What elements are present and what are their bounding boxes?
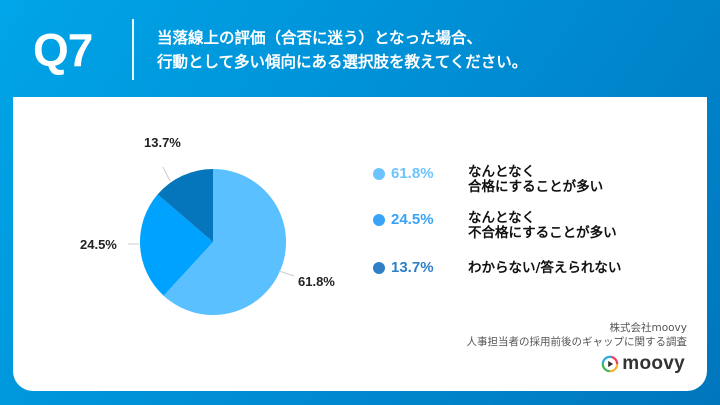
question-title-line1: 当落線上の評価（合否に迷う）となった場合、 bbox=[157, 29, 483, 47]
leader-line-light bbox=[278, 270, 295, 277]
header-divider bbox=[132, 19, 134, 80]
header: Q7 当落線上の評価（合否に迷う）となった場合、 行動として多い傾向にある選択肢… bbox=[0, 0, 720, 97]
leader-line-dark bbox=[162, 166, 171, 182]
question-number: Q7 bbox=[33, 24, 93, 76]
legend-label-line2: 合格にすることが多い bbox=[468, 179, 604, 195]
pie-label-light: 61.8% bbox=[298, 274, 335, 289]
source-note: 株式会社moovy 人事担当者の採用前後のギャップに関する調査 bbox=[467, 321, 688, 349]
pie-label-dark: 13.7% bbox=[144, 135, 181, 150]
legend-pct: 24.5% bbox=[391, 211, 434, 228]
legend-pct: 13.7% bbox=[391, 259, 434, 276]
legend-label-line1: なんとなく bbox=[468, 210, 536, 226]
source-company: 株式会社moovy bbox=[609, 322, 687, 334]
pie-slice-fail bbox=[139, 194, 213, 296]
logo-text: moovy bbox=[622, 353, 685, 374]
question-title-line2: 行動として多い傾向にある選択肢を教えてください。 bbox=[157, 53, 528, 71]
pie-chart bbox=[128, 166, 295, 315]
chart-card: 13.7% 24.5% 61.8% 61.8% なんとなく 合格にすることが多い… bbox=[13, 97, 707, 391]
pie-slice-unknown bbox=[157, 168, 213, 242]
source-survey: 人事担当者の採用前後のギャップに関する調査 bbox=[466, 336, 688, 348]
legend-pct: 61.8% bbox=[391, 165, 434, 182]
legend-dot-icon bbox=[373, 214, 385, 226]
moovy-logo: moovy bbox=[601, 354, 685, 374]
legend-dot-icon bbox=[373, 168, 385, 180]
pie-label-mid: 24.5% bbox=[80, 237, 117, 252]
legend-dot-icon bbox=[373, 262, 385, 274]
legend-label-line1: わからない/答えられない bbox=[468, 260, 622, 276]
legend-label-line2: 不合格にすることが多い bbox=[468, 225, 617, 241]
legend-label-line1: なんとなく bbox=[468, 164, 536, 180]
play-circle-logo-icon bbox=[601, 355, 619, 373]
question-title: 当落線上の評価（合否に迷う）となった場合、 行動として多い傾向にある選択肢を教え… bbox=[157, 26, 527, 74]
pie-slice-pass bbox=[163, 168, 287, 315]
